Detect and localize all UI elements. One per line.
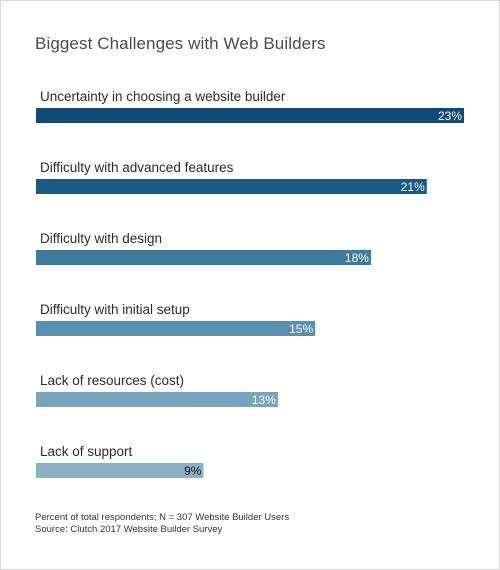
- value-label: 21%: [401, 180, 425, 194]
- value-label: 13%: [252, 393, 276, 407]
- category-label: Difficulty with design: [40, 231, 162, 246]
- chart-footer: Percent of total respondents; N = 307 We…: [35, 512, 289, 536]
- footer-note: Percent of total respondents; N = 307 We…: [35, 512, 290, 523]
- value-label: 23%: [438, 109, 462, 123]
- value-label: 15%: [289, 322, 313, 336]
- bar: [36, 250, 371, 265]
- value-label: 18%: [345, 251, 369, 265]
- bar: [36, 463, 204, 478]
- value-label: 9%: [184, 464, 202, 478]
- bar: [36, 179, 427, 194]
- category-label: Lack of support: [40, 444, 133, 459]
- category-label: Uncertainty in choosing a website builde…: [40, 89, 286, 104]
- bar: [36, 108, 464, 123]
- chart-title: Biggest Challenges with Web Builders: [35, 34, 326, 53]
- category-label: Difficulty with advanced features: [40, 160, 234, 175]
- footer-source: Source: Clutch 2017 Website Builder Surv…: [35, 524, 223, 535]
- bar: [36, 392, 278, 407]
- category-label: Difficulty with initial setup: [40, 302, 190, 317]
- category-label: Lack of resources (cost): [40, 373, 184, 388]
- bar: [36, 321, 316, 336]
